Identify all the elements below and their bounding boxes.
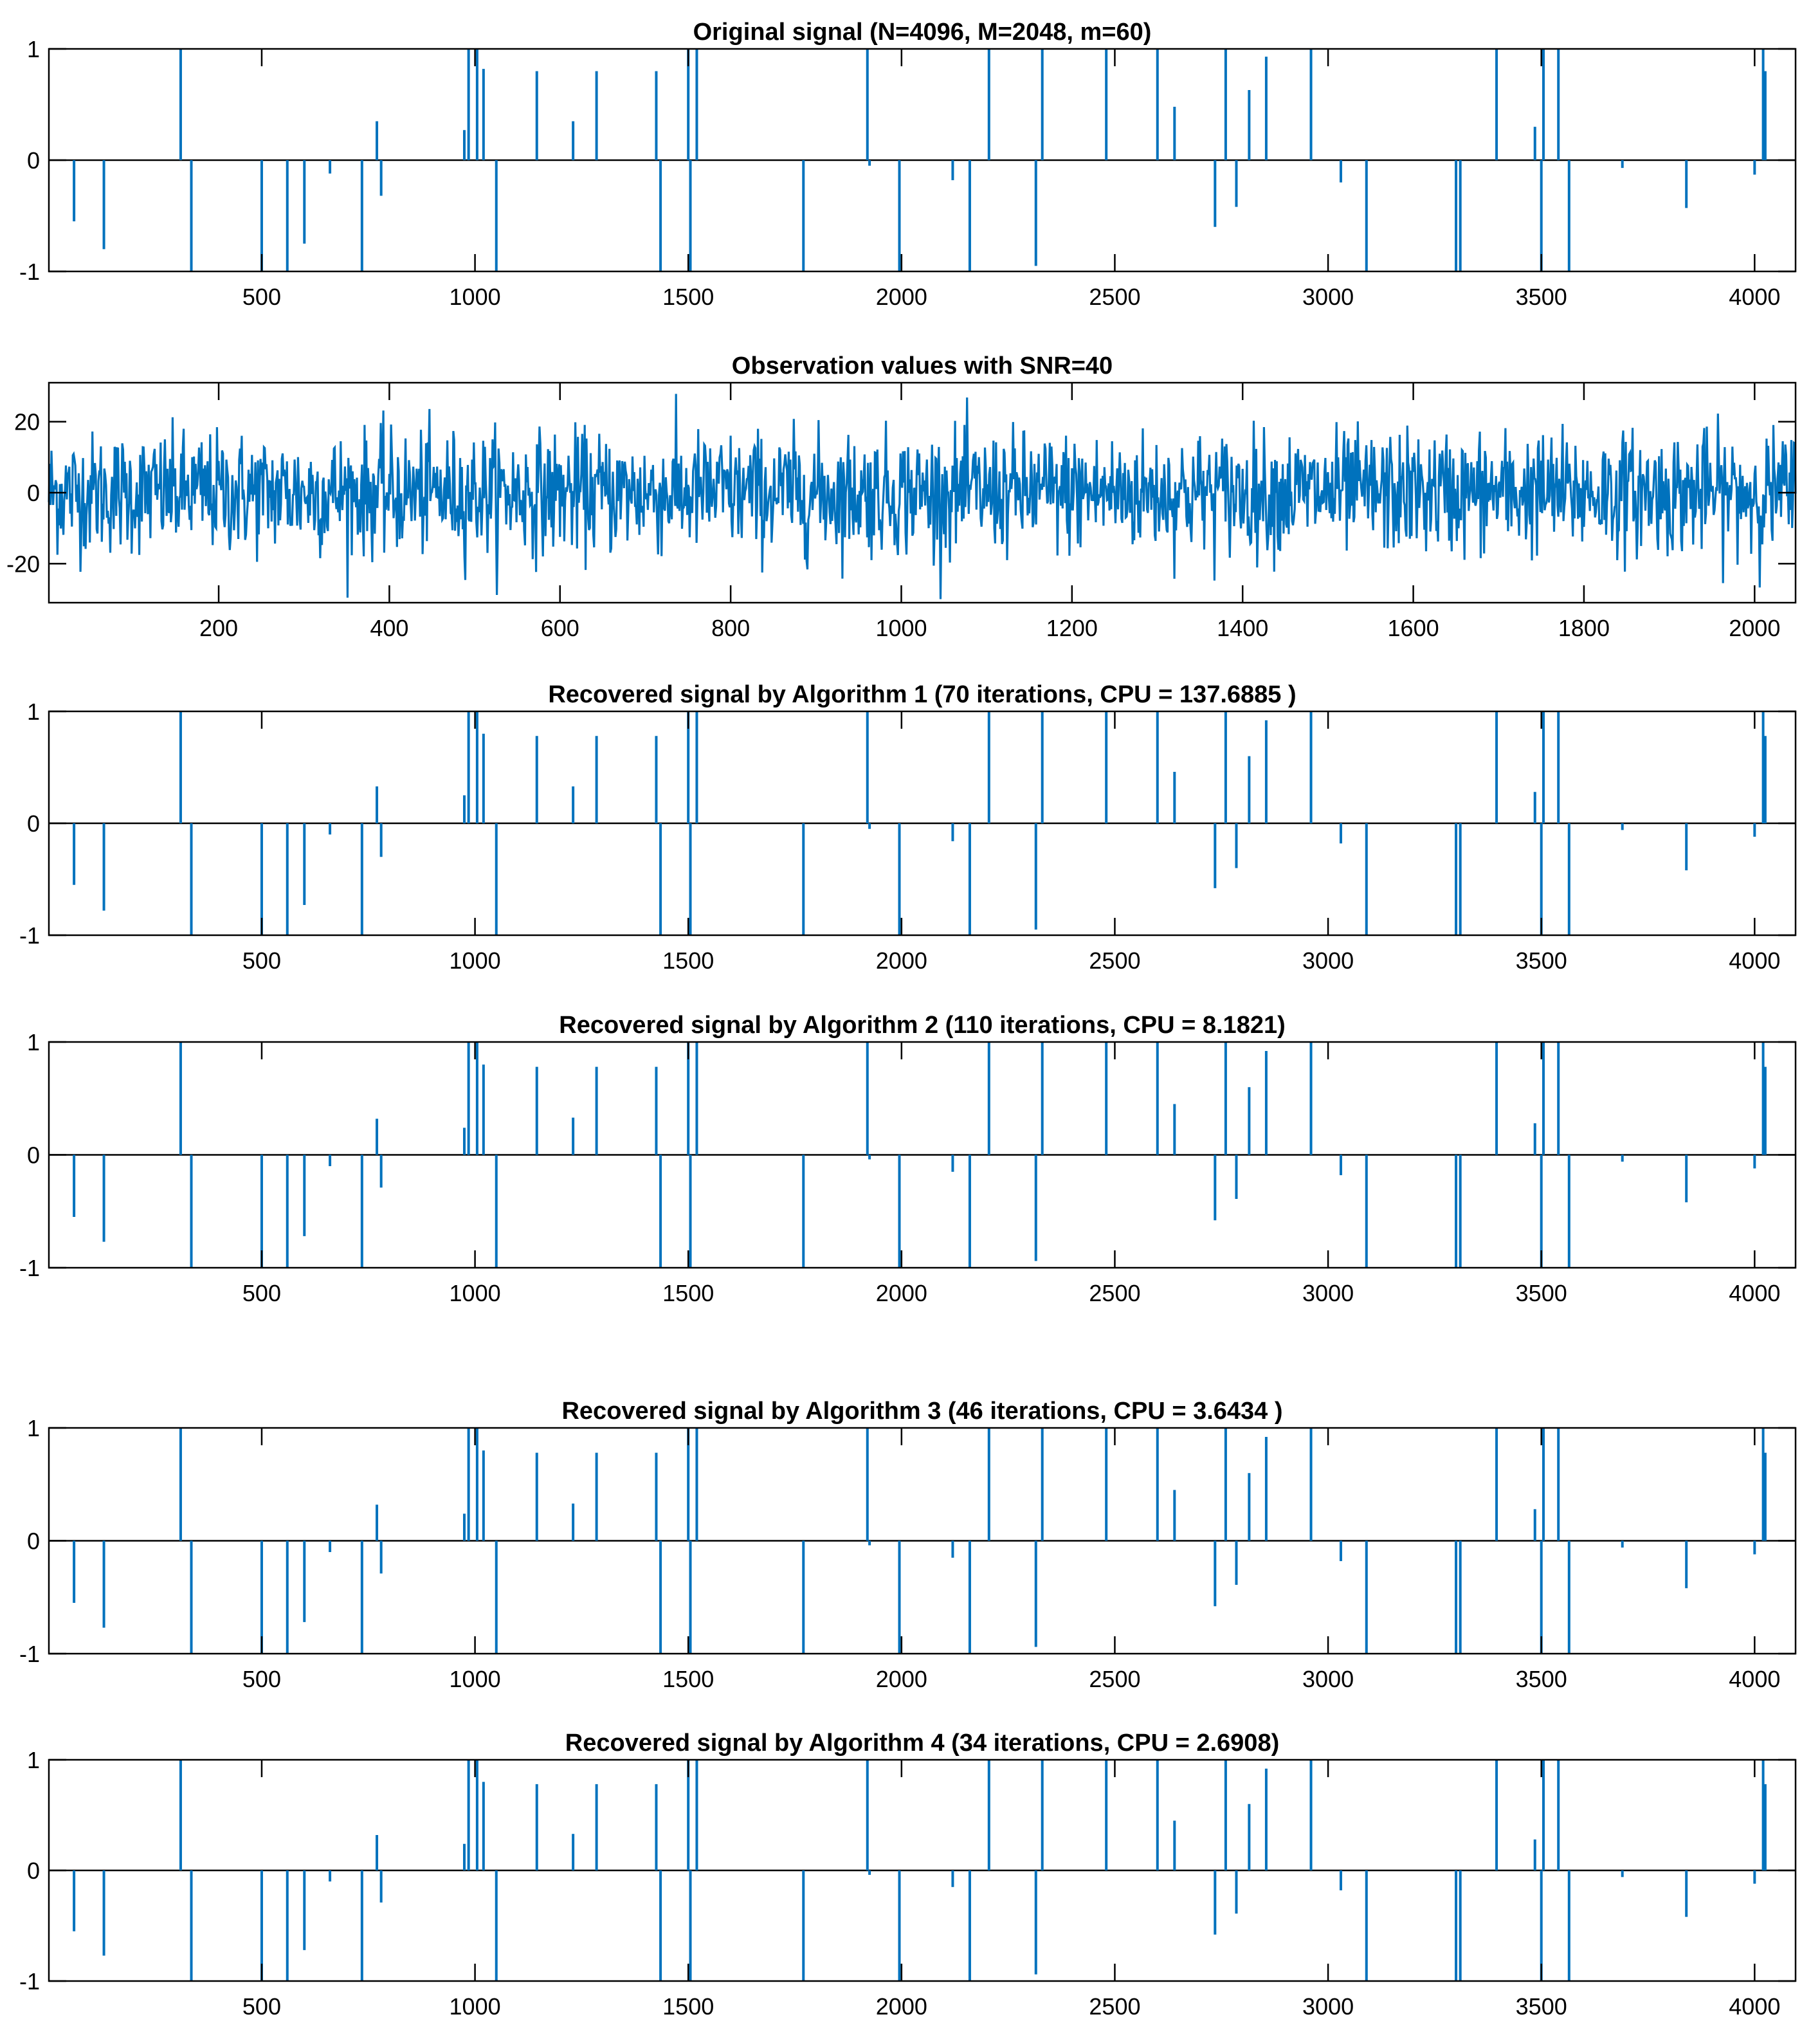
y-tick-label: 20 [14, 409, 40, 435]
x-tick-label: 2000 [876, 947, 927, 974]
x-tick-label: 1500 [662, 284, 714, 310]
panel-5: Recovered signal by Algorithm 3 (46 iter… [19, 1398, 1797, 1692]
x-tick-label: 1500 [662, 1993, 714, 2020]
x-tick-label: 800 [711, 615, 750, 641]
x-tick-label: 1500 [662, 1280, 714, 1306]
x-tick-label: 1000 [450, 1993, 501, 2020]
y-tick-label: 1 [27, 699, 40, 725]
x-tick-label: 4000 [1729, 284, 1780, 310]
panel-3: Recovered signal by Algorithm 1 (70 iter… [19, 681, 1797, 974]
x-tick-label: 2000 [1729, 615, 1780, 641]
x-tick-label: 2500 [1089, 1993, 1140, 2020]
panel-title: Original signal (N=4096, M=2048, m=60) [693, 19, 1152, 46]
x-tick-label: 2000 [876, 1666, 927, 1692]
y-tick-label: 1 [27, 1029, 40, 1055]
x-tick-label: 1000 [450, 1280, 501, 1306]
y-tick-label: 0 [27, 480, 40, 506]
y-tick-label: -1 [19, 922, 40, 949]
y-tick-label: 1 [27, 36, 40, 62]
panel-6: Recovered signal by Algorithm 4 (34 iter… [19, 1730, 1797, 2020]
observation-line [48, 394, 1797, 599]
x-tick-label: 1000 [450, 947, 501, 974]
x-tick-label: 500 [242, 947, 281, 974]
y-tick-label: 0 [27, 147, 40, 174]
y-tick-label: 0 [27, 810, 40, 837]
x-tick-label: 3000 [1302, 1666, 1354, 1692]
x-tick-label: 2500 [1089, 284, 1140, 310]
x-tick-label: 3500 [1516, 1666, 1567, 1692]
x-tick-label: 4000 [1729, 1666, 1780, 1692]
y-tick-label: -1 [19, 1255, 40, 1281]
y-tick-label: -1 [19, 259, 40, 285]
x-tick-label: 1800 [1558, 615, 1610, 641]
panel-title: Recovered signal by Algorithm 3 (46 iter… [561, 1398, 1282, 1425]
x-tick-label: 4000 [1729, 947, 1780, 974]
x-tick-label: 2500 [1089, 1280, 1140, 1306]
panel-title: Recovered signal by Algorithm 1 (70 iter… [548, 681, 1296, 708]
y-tick-label: 0 [27, 1858, 40, 1884]
y-tick-label: -20 [6, 551, 40, 577]
y-tick-label: 1 [27, 1415, 40, 1441]
x-tick-label: 2500 [1089, 1666, 1140, 1692]
x-tick-label: 3500 [1516, 284, 1567, 310]
y-tick-label: 0 [27, 1142, 40, 1169]
x-tick-label: 600 [541, 615, 579, 641]
x-tick-label: 4000 [1729, 1280, 1780, 1306]
x-tick-label: 1000 [450, 1666, 501, 1692]
x-tick-label: 500 [242, 1993, 281, 2020]
x-tick-label: 3000 [1302, 1280, 1354, 1306]
x-tick-label: 200 [199, 615, 238, 641]
x-tick-label: 500 [242, 284, 281, 310]
x-tick-label: 1000 [875, 615, 927, 641]
x-tick-label: 3000 [1302, 947, 1354, 974]
x-tick-label: 1400 [1217, 615, 1268, 641]
x-tick-label: 3000 [1302, 1993, 1354, 2020]
x-tick-label: 400 [370, 615, 408, 641]
x-tick-label: 1500 [662, 1666, 714, 1692]
x-tick-label: 3000 [1302, 284, 1354, 310]
y-tick-label: -1 [19, 1641, 40, 1667]
x-tick-label: 3500 [1516, 1993, 1567, 2020]
y-tick-label: -1 [19, 1968, 40, 1995]
x-tick-label: 2000 [876, 284, 927, 310]
x-tick-label: 1500 [662, 947, 714, 974]
y-tick-label: 1 [27, 1747, 40, 1773]
panel-title: Recovered signal by Algorithm 2 (110 ite… [559, 1012, 1286, 1039]
x-tick-label: 3500 [1516, 1280, 1567, 1306]
x-tick-label: 2000 [876, 1993, 927, 2020]
x-tick-label: 500 [242, 1666, 281, 1692]
x-tick-label: 2500 [1089, 947, 1140, 974]
panel-4: Recovered signal by Algorithm 2 (110 ite… [19, 1012, 1797, 1306]
x-tick-label: 500 [242, 1280, 281, 1306]
x-tick-label: 4000 [1729, 1993, 1780, 2020]
y-tick-label: 0 [27, 1528, 40, 1555]
panel-title: Observation values with SNR=40 [732, 352, 1113, 379]
x-tick-label: 1200 [1046, 615, 1098, 641]
x-tick-label: 1000 [450, 284, 501, 310]
x-tick-label: 3500 [1516, 947, 1567, 974]
panel-title: Recovered signal by Algorithm 4 (34 iter… [565, 1730, 1279, 1757]
panel-1: Original signal (N=4096, M=2048, m=60) 50… [19, 19, 1797, 310]
x-tick-label: 1600 [1388, 615, 1439, 641]
x-tick-label: 2000 [876, 1280, 927, 1306]
